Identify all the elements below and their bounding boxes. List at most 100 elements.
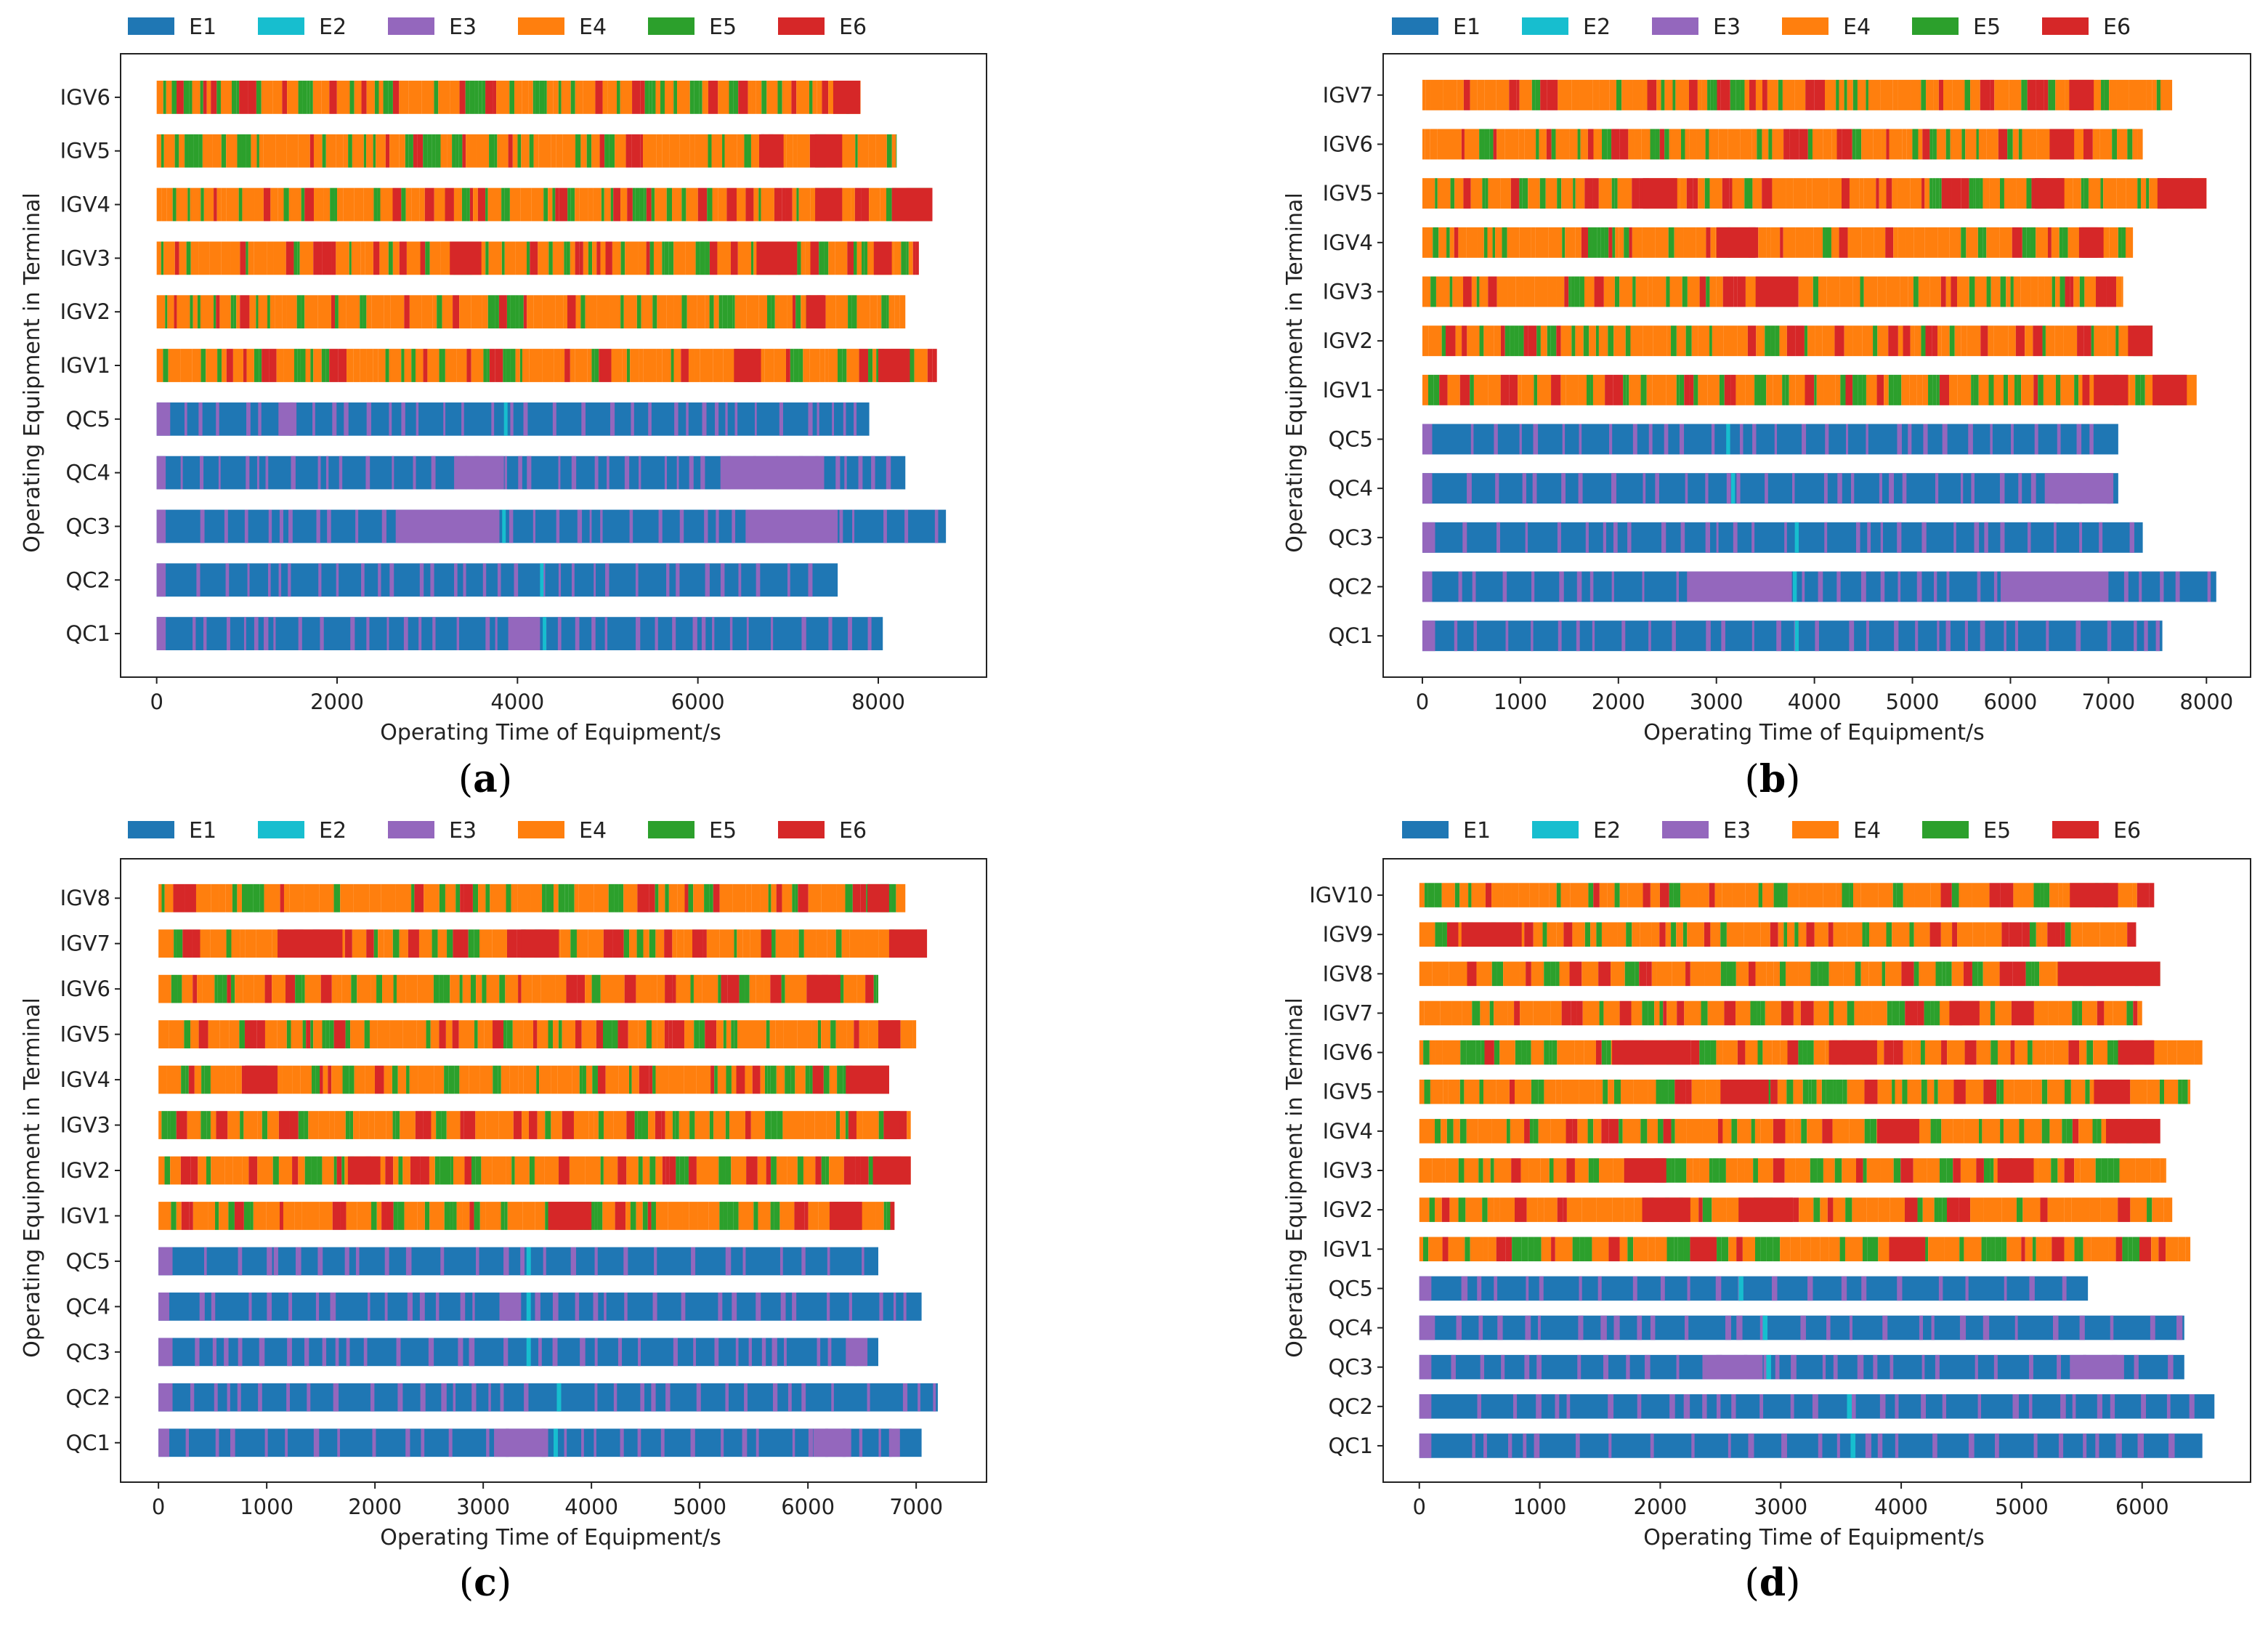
bar-segment-e3 — [594, 563, 596, 597]
bar-segment-e4 — [764, 974, 771, 1003]
bar-segment-e5 — [1836, 79, 1839, 110]
bar-segment-e4 — [450, 974, 460, 1003]
bar-segment-e5 — [317, 1156, 323, 1185]
bar-segment-e4 — [868, 1020, 880, 1048]
bar-segment-e6 — [1563, 1197, 1567, 1222]
bar-segment-e4 — [352, 929, 367, 958]
bar-segment-e5 — [230, 295, 234, 329]
bar-segment-e6 — [809, 134, 818, 168]
bar-segment-e4 — [1690, 961, 1705, 987]
bar-segment-e6 — [1889, 1237, 1926, 1262]
bar-segment-e4 — [843, 974, 857, 1003]
bar-segment-e4 — [797, 1020, 812, 1048]
y-tick-label: IGV2 — [1323, 328, 1373, 353]
bar-segment-e6 — [1619, 1000, 1632, 1026]
bar-segment-e3 — [1980, 620, 1985, 652]
bar-segment-e6 — [596, 1020, 603, 1048]
bar-segment-e4 — [1445, 1158, 1459, 1183]
bar-segment-e5 — [2055, 374, 2061, 405]
bar-segment-e4 — [1826, 276, 1840, 307]
bar-segment-e5 — [1588, 227, 1592, 258]
bar-segment-e4 — [835, 241, 848, 275]
bar-segment-e5 — [564, 241, 567, 275]
bar-segment-e5 — [1897, 374, 1902, 405]
bar-segment-e3 — [729, 617, 733, 650]
bar-segment-e5 — [1574, 276, 1580, 307]
bar-segment-e3 — [2004, 1276, 2007, 1301]
bar-segment-e3 — [604, 617, 608, 650]
bar-segment-e4 — [821, 883, 837, 913]
bar-segment-e4 — [1579, 79, 1593, 110]
bar-segment-e3 — [158, 1293, 170, 1321]
bar-segment-e3 — [610, 402, 615, 436]
bar-segment-e4 — [657, 974, 665, 1003]
bar-segment-e4 — [751, 883, 761, 913]
bar-segment-e4 — [1936, 129, 1946, 160]
bar-row-qc1: QC1 — [1328, 1433, 2203, 1458]
bar-segment-e5 — [322, 1020, 326, 1048]
bar-segment-e5 — [2146, 178, 2150, 209]
bar-segment-e5 — [727, 295, 733, 329]
bar-segment-e6 — [2021, 1000, 2034, 1026]
bar-segment-e4 — [1529, 883, 1539, 907]
bar-segment-e5 — [835, 1111, 841, 1139]
bar-segment-e4 — [1813, 1000, 1829, 1026]
x-tick-label: 6000 — [2115, 1495, 2169, 1519]
y-tick-label: IGV5 — [60, 139, 110, 163]
bar-segment-e4 — [1900, 276, 1908, 307]
bar-segment-e5 — [1433, 374, 1440, 405]
bar-segment-e4 — [418, 1065, 434, 1094]
bar-segment-e3 — [714, 1338, 719, 1367]
bar-segment-e3 — [801, 1247, 806, 1276]
bar-segment-e6 — [2011, 1000, 2021, 1026]
bar-segment-e4 — [1494, 1197, 1500, 1222]
bar-segment-e4 — [378, 929, 384, 958]
bar-segment-e5 — [2041, 1079, 2048, 1104]
bar-segment-e5 — [1719, 1158, 1726, 1183]
bar-segment-e5 — [177, 974, 182, 1003]
bar-segment-e4 — [476, 134, 490, 168]
bar-segment-e5 — [1757, 374, 1761, 405]
bar-segment-e5 — [333, 1156, 337, 1185]
bar-segment-e5 — [1939, 1158, 1947, 1183]
bar-segment-e4 — [2126, 227, 2134, 258]
bar-segment-e5 — [837, 349, 843, 382]
x-tick-label: 5000 — [1995, 1495, 2049, 1519]
bar-segment-e5 — [668, 241, 674, 275]
bar-segment-e4 — [583, 81, 596, 114]
bar-segment-e3 — [772, 1383, 778, 1412]
bar-segment-e4 — [570, 349, 575, 382]
bar-segment-e3 — [593, 1293, 599, 1321]
bar-segment-e1 — [156, 563, 838, 597]
bar-segment-e5 — [1959, 1237, 1964, 1262]
bar-segment-e5 — [1709, 325, 1712, 357]
bar-segment-e5 — [1430, 276, 1436, 307]
bar-segment-e4 — [1484, 79, 1497, 110]
bar-segment-e5 — [1422, 1237, 1429, 1262]
plot-frame — [120, 858, 987, 1483]
bar-segment-e4 — [2185, 1237, 2191, 1262]
bar-row-igv3: IGV3 — [60, 241, 919, 275]
bar-segment-e5 — [373, 187, 378, 222]
bar-segment-e4 — [760, 1065, 765, 1094]
bar-segment-e3 — [1965, 1276, 1969, 1301]
bar-segment-e4 — [180, 349, 193, 382]
bar-segment-e4 — [1503, 961, 1520, 987]
bar-segment-e6 — [1949, 1000, 1980, 1026]
bar-segment-e3 — [1613, 1315, 1620, 1340]
bar-segment-e5 — [1682, 922, 1688, 947]
bar-segment-e4 — [1477, 227, 1484, 258]
bar-segment-e5 — [1573, 178, 1576, 209]
y-tick-label: IGV4 — [1323, 230, 1373, 255]
bar-segment-e3 — [1608, 1394, 1614, 1419]
bar-segment-e6 — [661, 1111, 665, 1139]
bar-segment-e4 — [158, 1111, 162, 1139]
bar-segment-e6 — [1793, 1197, 1799, 1222]
bar-segment-e5 — [790, 349, 794, 382]
bar-segment-e4 — [1503, 883, 1512, 907]
bar-segment-e4 — [1857, 79, 1866, 110]
bar-segment-e4 — [2036, 227, 2048, 258]
bar-segment-e5 — [1813, 276, 1818, 307]
bar-segment-e5 — [1671, 325, 1677, 357]
bar-segment-e5 — [1783, 922, 1787, 947]
